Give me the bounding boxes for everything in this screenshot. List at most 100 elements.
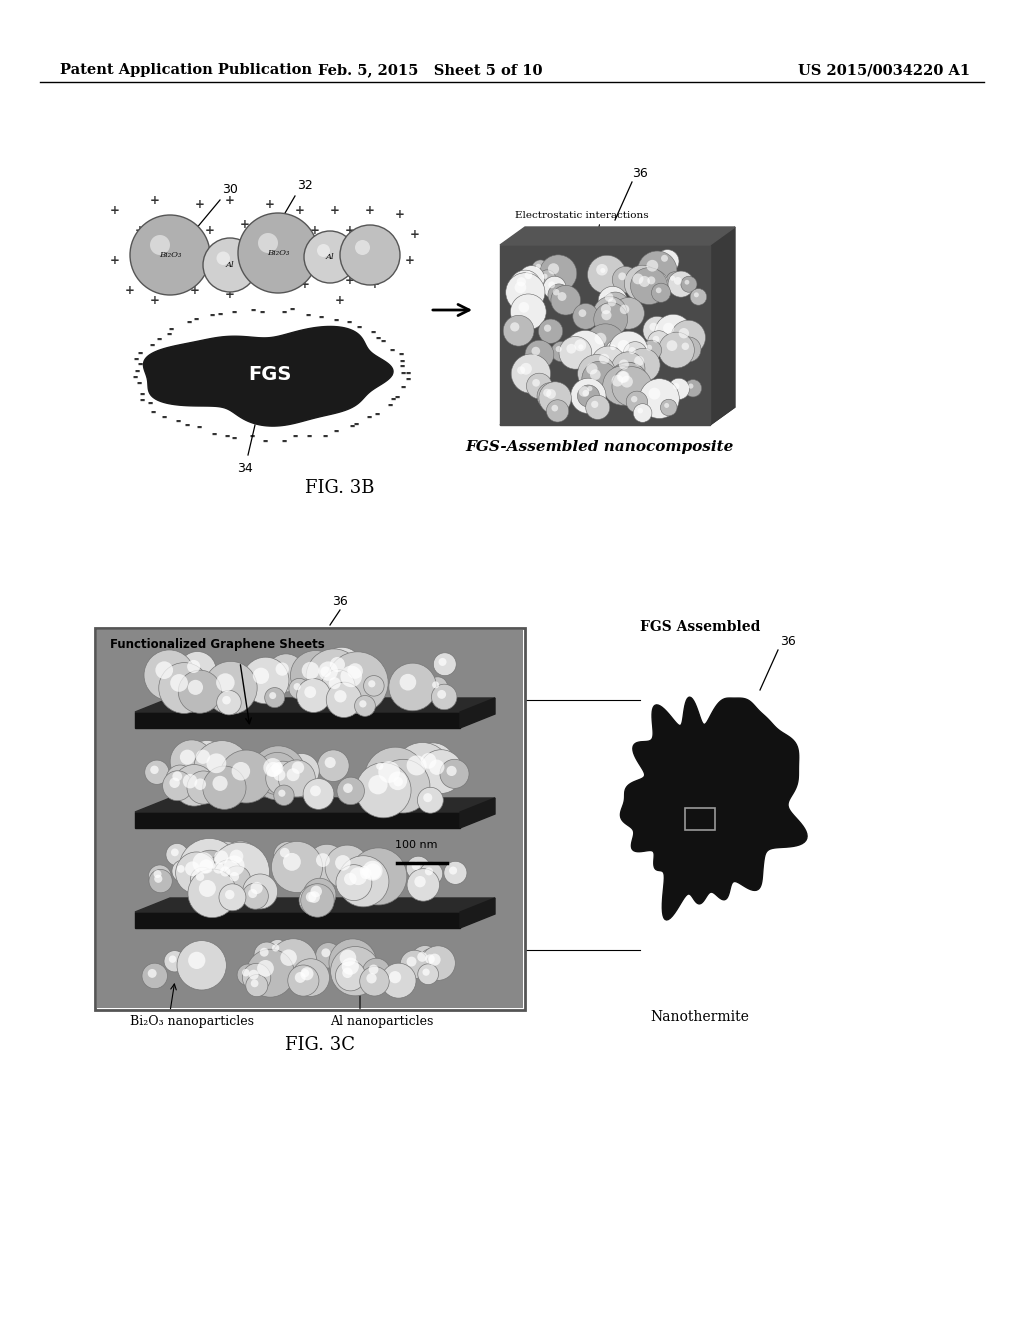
Circle shape	[372, 758, 392, 779]
Circle shape	[229, 850, 244, 863]
Circle shape	[556, 346, 562, 352]
Text: ▬: ▬	[169, 327, 174, 331]
Text: +: +	[151, 194, 160, 206]
Circle shape	[625, 265, 660, 301]
Circle shape	[150, 235, 170, 255]
Circle shape	[294, 682, 301, 690]
Circle shape	[611, 352, 645, 385]
Circle shape	[195, 779, 206, 791]
Circle shape	[272, 944, 280, 952]
Circle shape	[359, 866, 370, 875]
Circle shape	[638, 251, 677, 290]
Circle shape	[646, 345, 652, 351]
Circle shape	[337, 777, 365, 805]
Circle shape	[273, 785, 294, 805]
Circle shape	[148, 870, 172, 892]
Text: +: +	[160, 273, 170, 286]
Circle shape	[609, 363, 648, 401]
Circle shape	[381, 964, 416, 998]
Circle shape	[407, 755, 427, 775]
Text: ▬: ▬	[367, 414, 372, 420]
Circle shape	[200, 859, 213, 874]
Circle shape	[214, 850, 228, 865]
Circle shape	[269, 939, 317, 986]
Circle shape	[578, 355, 615, 392]
Circle shape	[193, 853, 214, 874]
Circle shape	[247, 949, 294, 997]
Text: +: +	[406, 253, 415, 267]
Circle shape	[634, 356, 644, 366]
Circle shape	[586, 323, 626, 363]
Circle shape	[342, 957, 359, 975]
Circle shape	[178, 671, 221, 713]
Circle shape	[393, 777, 402, 787]
Polygon shape	[460, 698, 495, 729]
Circle shape	[263, 758, 283, 777]
Text: +: +	[410, 228, 420, 242]
Text: +: +	[370, 279, 380, 292]
Circle shape	[295, 972, 306, 983]
Circle shape	[170, 741, 213, 783]
Text: ▬: ▬	[140, 399, 145, 403]
Circle shape	[154, 870, 162, 878]
Circle shape	[144, 760, 169, 784]
Circle shape	[327, 652, 388, 713]
Text: ▬: ▬	[251, 308, 256, 313]
Circle shape	[249, 970, 259, 979]
Circle shape	[203, 766, 246, 809]
Circle shape	[559, 337, 592, 370]
Text: +: +	[275, 228, 285, 242]
Circle shape	[224, 855, 245, 876]
Text: +: +	[195, 198, 205, 211]
Circle shape	[156, 661, 173, 678]
Circle shape	[579, 387, 589, 397]
Circle shape	[594, 302, 628, 337]
Text: ▬: ▬	[147, 400, 153, 405]
Text: +: +	[190, 284, 200, 297]
Circle shape	[279, 760, 315, 797]
Polygon shape	[135, 898, 495, 912]
Text: +: +	[335, 293, 345, 306]
Circle shape	[612, 267, 639, 293]
Text: ▬: ▬	[292, 434, 298, 438]
Text: FIG. 3C: FIG. 3C	[285, 1036, 355, 1053]
Text: ▬: ▬	[390, 397, 395, 403]
Circle shape	[287, 768, 300, 781]
Circle shape	[407, 957, 417, 966]
Text: ▬: ▬	[395, 395, 400, 400]
Circle shape	[267, 940, 288, 961]
Circle shape	[525, 341, 554, 370]
Text: Al: Al	[326, 253, 334, 261]
Circle shape	[676, 337, 701, 362]
Circle shape	[415, 876, 426, 887]
Circle shape	[221, 841, 260, 880]
Text: 36: 36	[780, 635, 796, 648]
Circle shape	[647, 276, 655, 284]
Circle shape	[225, 890, 234, 899]
Bar	[685, 808, 715, 830]
Circle shape	[303, 779, 334, 809]
Circle shape	[246, 974, 268, 997]
Circle shape	[336, 865, 372, 900]
Circle shape	[220, 750, 272, 803]
Circle shape	[302, 661, 319, 680]
Circle shape	[517, 366, 525, 375]
Circle shape	[584, 383, 601, 399]
Circle shape	[190, 867, 214, 891]
Circle shape	[301, 883, 334, 917]
Circle shape	[304, 231, 356, 282]
Circle shape	[243, 874, 278, 909]
Circle shape	[196, 750, 210, 764]
Circle shape	[169, 956, 176, 962]
Polygon shape	[500, 407, 735, 425]
Polygon shape	[135, 711, 460, 729]
Circle shape	[369, 965, 379, 974]
Text: +: +	[395, 209, 404, 222]
Circle shape	[330, 657, 345, 672]
Circle shape	[429, 759, 444, 775]
Text: ▬: ▬	[133, 356, 138, 362]
Circle shape	[170, 675, 188, 692]
Circle shape	[612, 367, 652, 407]
Text: US 2015/0034220 A1: US 2015/0034220 A1	[798, 63, 970, 77]
Circle shape	[510, 322, 519, 331]
